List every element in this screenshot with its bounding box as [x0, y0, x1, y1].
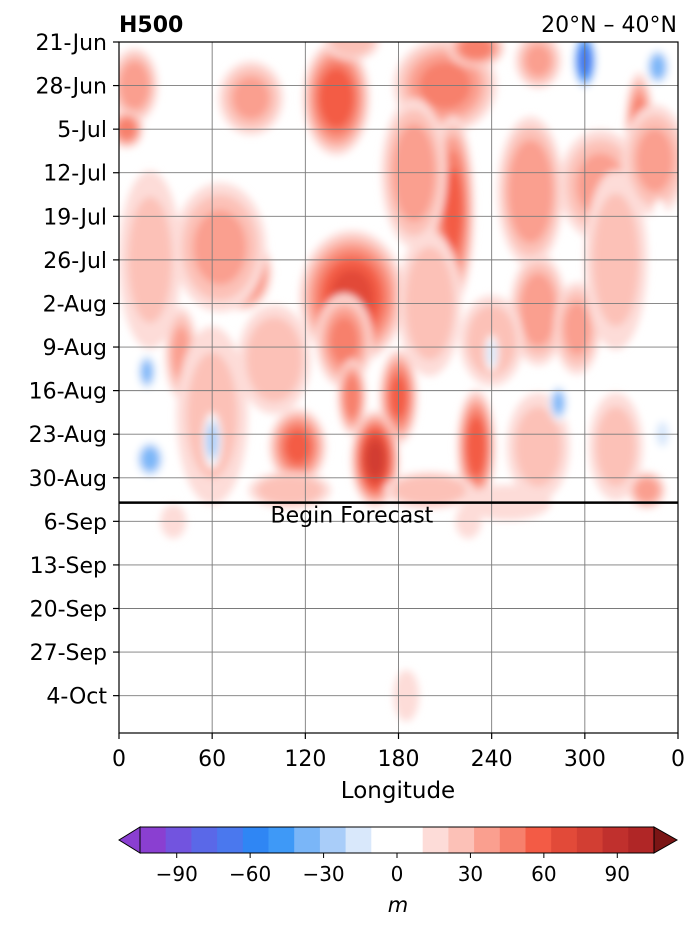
y-tick-label: 9-Aug [43, 336, 107, 361]
colorbar-extend-min [118, 826, 141, 854]
anomaly-blob [232, 76, 270, 120]
x-tick-label: 60 [198, 747, 226, 772]
colorbar-tick-label: 90 [605, 862, 630, 886]
y-tick-label: 13-Sep [30, 554, 107, 579]
colorbar-swatch [371, 827, 398, 853]
anomaly-blob [330, 42, 373, 57]
colorbar-swatch [448, 827, 475, 853]
y-tick-label: 20-Sep [30, 597, 107, 622]
plot-area [119, 42, 678, 733]
anomaly-blob [553, 393, 564, 413]
y-tick-label: 2-Aug [43, 292, 107, 317]
y-axis-ticks: 21-Jun 28-Jun 5-Jul 12-Jul 19-Jul 26-Jul 2-Aug… [29, 31, 119, 710]
anomaly-blob [330, 317, 359, 365]
colorbar-unit-label: m [388, 893, 408, 917]
colorbar-swatch [628, 827, 655, 853]
anomaly-blob [459, 42, 493, 60]
x-tick-label: 300 [564, 747, 606, 772]
x-axis-label: Longitude [341, 778, 455, 804]
y-tick-label: 26-Jul [43, 249, 107, 274]
anomaly-blob [256, 475, 323, 505]
anomaly-blob [141, 448, 159, 471]
y-tick-label: 6-Sep [44, 510, 107, 535]
colorbar-tick-label: −60 [229, 862, 271, 886]
anomaly-blob [443, 167, 463, 253]
x-tick-label: 0 [112, 747, 126, 772]
colorbar-swatch [499, 827, 526, 853]
colorbar-swatch [397, 827, 424, 853]
anomaly-blob [519, 273, 557, 347]
chart-title-left: H500 [119, 13, 183, 38]
colorbar-swatch [551, 827, 578, 853]
y-tick-label: 23-Aug [29, 423, 107, 448]
anomaly-blob [507, 139, 553, 243]
x-axis-ticks: 0 60 120 180 240 300 0 [112, 733, 685, 772]
colorbar-swatch [191, 827, 218, 853]
anomaly-blob [634, 478, 660, 503]
anomaly-blob [163, 42, 199, 72]
anomaly-blob [596, 406, 636, 487]
y-tick-label: 28-Jun [35, 75, 107, 100]
anomaly-blob [405, 435, 423, 471]
anomaly-blob [142, 362, 152, 382]
anomaly-blob [193, 210, 247, 285]
x-tick-label: 180 [378, 747, 420, 772]
anomaly-blob [563, 301, 591, 355]
begin-forecast-label: Begin Forecast [271, 504, 434, 529]
chart-title-right: 20°N – 40°N [541, 13, 677, 38]
anomaly-blob [515, 406, 562, 487]
anomaly-blob [651, 55, 665, 78]
colorbar-swatch [602, 827, 629, 853]
y-tick-label: 12-Jul [43, 162, 107, 187]
colorbar-extend-max [653, 826, 679, 854]
y-tick-label: 16-Aug [29, 380, 107, 405]
y-tick-label: 30-Aug [29, 467, 107, 492]
colorbar-swatch [525, 827, 552, 853]
colorbar-swatch [474, 827, 501, 853]
anomaly-blob [334, 167, 348, 203]
colorbar-swatch [268, 827, 295, 853]
anomaly-blob [636, 128, 674, 193]
anomaly-blob [392, 475, 467, 505]
anomaly-blob [366, 440, 385, 478]
anomaly-blob [246, 317, 303, 402]
colorbar-swatch [319, 827, 347, 853]
grid-lines [119, 42, 678, 733]
y-tick-label: 27-Sep [30, 641, 107, 666]
anomaly-blob [343, 375, 361, 419]
anomaly-blob [284, 429, 311, 464]
anomaly-blob [466, 416, 487, 477]
y-tick-label: 21-Jun [35, 31, 107, 56]
colorbar-tick-label: 0 [391, 862, 404, 886]
colorbar-tick-label: 30 [458, 862, 483, 886]
colorbar-swatch [140, 827, 167, 853]
colorbar-tick-label: 60 [531, 862, 556, 886]
y-tick-label: 19-Jul [43, 205, 107, 230]
colorbar-swatch [165, 827, 192, 853]
colorbar-swatch [217, 827, 244, 853]
colorbar-swatch [422, 827, 449, 853]
colorbar-swatch [294, 827, 321, 853]
anomaly-blob [318, 68, 354, 128]
colorbar-swatch [345, 827, 372, 853]
colorbar-tick-label: −30 [302, 862, 344, 886]
colorbar-tick-label: −90 [156, 862, 198, 886]
colorbar-swatch [576, 827, 604, 853]
anomaly-contour-layer [119, 42, 678, 722]
x-tick-label: 0 [671, 747, 685, 772]
y-tick-label: 4-Oct [46, 685, 107, 710]
x-tick-label: 240 [471, 747, 513, 772]
colorbar: −90 −60 −30 0 30 60 90 [118, 826, 679, 886]
y-tick-label: 5-Jul [57, 118, 107, 143]
x-tick-label: 120 [284, 747, 326, 772]
colorbar-swatch [242, 827, 269, 853]
anomaly-blob [524, 44, 552, 77]
